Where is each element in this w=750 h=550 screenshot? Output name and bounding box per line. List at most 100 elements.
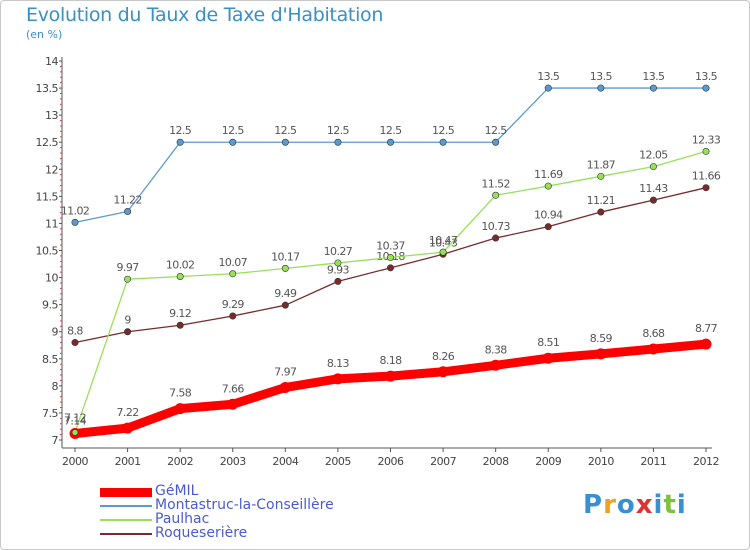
x-tick-label: 2007 [430, 455, 456, 468]
data-point [647, 343, 659, 355]
data-label: 10.47 [429, 234, 458, 247]
data-label: 8.59 [590, 332, 613, 345]
data-point [544, 84, 552, 92]
data-point [544, 182, 552, 190]
data-point [439, 138, 447, 146]
data-label: 8.26 [432, 350, 455, 363]
y-tick-label: 11 [45, 217, 58, 230]
data-point [649, 196, 657, 204]
x-tick-label: 2009 [535, 455, 561, 468]
data-label: 7.97 [274, 365, 297, 378]
data-point [281, 264, 289, 272]
data-point [649, 163, 657, 171]
data-point [385, 370, 396, 382]
legend-swatch-montastruc [100, 505, 152, 507]
data-label: 9.29 [222, 298, 245, 311]
data-label: 13.5 [537, 70, 560, 83]
data-point [71, 429, 79, 436]
data-label: 7.12 [64, 412, 86, 425]
data-label: 9.12 [169, 307, 191, 320]
y-tick-label: 10.5 [36, 245, 59, 258]
data-point [702, 84, 710, 92]
logo-letter: o [616, 490, 636, 520]
data-label: 12.5 [432, 124, 455, 137]
data-point [700, 338, 712, 350]
y-tick-label: 11.5 [36, 190, 59, 203]
data-label: 9 [124, 314, 131, 327]
logo-letter: t [663, 490, 677, 520]
data-label: 8.13 [327, 357, 350, 370]
data-label: 11.22 [113, 194, 142, 207]
y-tick-label: 7.5 [42, 407, 58, 420]
data-point [176, 321, 184, 329]
data-label: 11.52 [481, 177, 510, 190]
data-label: 12.5 [327, 124, 350, 137]
logo-letter: r [603, 490, 617, 520]
logo-letter: x [635, 490, 654, 520]
legend-swatch-paulhac [100, 519, 152, 521]
legend-swatch-gemil [100, 488, 152, 497]
y-tick-label: 12.5 [36, 136, 59, 149]
data-point [176, 272, 184, 280]
chart-title: Evolution du Taux de Taxe d'Habitation [26, 4, 384, 26]
data-label: 10.07 [219, 256, 248, 269]
data-label: 12.5 [379, 124, 402, 137]
data-label: 9.97 [117, 261, 140, 274]
data-point [597, 172, 605, 180]
data-point [124, 275, 132, 283]
data-label: 8.68 [642, 327, 665, 340]
chart-subtitle: (en %) [26, 28, 63, 41]
x-tick-label: 2006 [378, 455, 404, 468]
legend-item-paulhac: Paulhac [100, 511, 420, 527]
logo-letter: P [583, 490, 604, 520]
data-label: 8.51 [537, 336, 559, 349]
data-point [279, 381, 291, 393]
data-label: 10.37 [376, 240, 405, 253]
y-tick-label: 13.5 [36, 82, 59, 95]
data-label: 10.73 [481, 220, 510, 233]
data-label: 11.43 [639, 182, 668, 195]
data-point [229, 138, 237, 146]
data-label: 13.5 [695, 70, 718, 83]
data-label: 7.22 [117, 406, 139, 419]
data-point [124, 208, 132, 216]
x-tick-label: 2011 [640, 455, 666, 468]
data-label: 7.58 [169, 387, 192, 400]
data-label: 8.18 [379, 354, 402, 367]
data-point [544, 223, 552, 231]
y-tick-label: 12 [45, 163, 58, 176]
legend: GéMIL Montastruc-la-Conseillère Paulhac … [100, 483, 420, 541]
x-tick-label: 2003 [220, 455, 246, 468]
data-point [702, 147, 710, 155]
proxiti-logo: Proxiti [583, 490, 687, 520]
y-tick-label: 14 [45, 55, 58, 68]
data-label: 9.49 [274, 287, 297, 300]
data-point [386, 254, 394, 262]
x-tick-label: 2001 [115, 455, 141, 468]
data-point [281, 301, 289, 309]
logo-letter: i [653, 490, 664, 520]
y-tick-label: 9.5 [42, 299, 58, 312]
data-point [490, 359, 502, 371]
data-label: 12.05 [639, 149, 668, 162]
y-tick-label: 13 [45, 109, 58, 122]
data-point [71, 339, 79, 347]
data-point [332, 373, 344, 385]
data-label: 8.38 [485, 343, 508, 356]
data-label: 11.87 [587, 158, 616, 171]
y-tick-label: 8 [52, 380, 59, 393]
x-tick-label: 2010 [588, 455, 614, 468]
data-point [597, 84, 605, 92]
legend-label-paulhac: Paulhac [155, 511, 210, 527]
data-point [649, 84, 657, 92]
data-label: 12.5 [485, 124, 508, 137]
data-label: 12.5 [274, 124, 297, 137]
data-point [71, 218, 79, 226]
x-tick-label: 2002 [167, 455, 193, 468]
y-tick-label: 9 [52, 326, 59, 339]
data-point [122, 422, 134, 434]
data-point [174, 403, 186, 415]
legend-label-gemil: GéMIL [155, 483, 199, 499]
data-label: 10.27 [324, 245, 353, 258]
